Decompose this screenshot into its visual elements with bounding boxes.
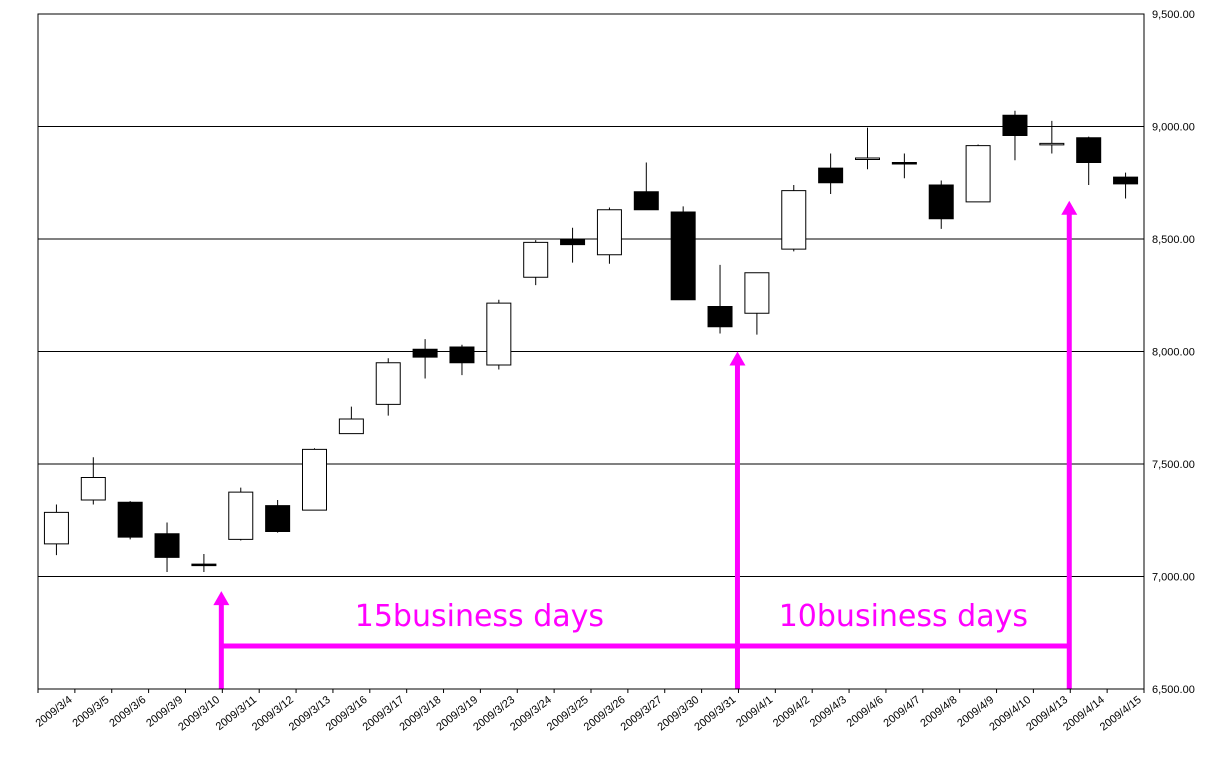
candle-body: [154, 533, 180, 558]
candle-body: [928, 184, 954, 220]
candle-body: [670, 211, 696, 301]
candle: [449, 344, 475, 376]
candle: [375, 358, 401, 416]
x-tick-label: 2009/4/8: [918, 694, 959, 730]
candle: [855, 127, 880, 170]
candle-body: [302, 448, 327, 511]
candle-body: [1076, 137, 1102, 163]
candle: [781, 185, 807, 252]
candle: [338, 406, 364, 435]
candle-body: [486, 302, 512, 366]
candle-body: [117, 501, 143, 538]
annotation-arrow-head: [1061, 200, 1078, 215]
x-tick-label: 2009/4/2: [771, 694, 812, 730]
annotation-arrow-head: [213, 591, 230, 606]
annotation-arrow-head: [729, 351, 746, 366]
candle: [486, 299, 512, 370]
candle: [265, 500, 291, 533]
candle: [670, 206, 696, 301]
candle: [891, 153, 917, 179]
candle: [818, 153, 844, 194]
y-tick-label: 8,000.00: [1152, 347, 1195, 359]
candle: [1076, 136, 1102, 185]
y-tick-label: 8,500.00: [1152, 234, 1195, 246]
candle: [117, 501, 143, 540]
candle: [43, 504, 69, 556]
candle: [1113, 172, 1139, 199]
candle: [596, 207, 622, 264]
candle-body: [191, 563, 217, 567]
candle-body: [265, 505, 291, 532]
gridlines: [38, 126, 1144, 577]
y-tick-label: 9,000.00: [1152, 122, 1195, 134]
x-tick-label: 2009/4/3: [808, 694, 849, 730]
candle-body: [781, 190, 807, 250]
x-tick-label: 2009/3/31: [692, 694, 738, 734]
candle-body: [744, 272, 770, 314]
candle: [633, 162, 659, 211]
candle-body: [1002, 114, 1028, 136]
candle-body: [523, 241, 549, 278]
candle: [928, 180, 954, 229]
candle-body: [965, 145, 991, 203]
candle: [965, 144, 991, 203]
plot-area-border: [37, 13, 1145, 690]
annotation-label: 15business days: [355, 599, 604, 634]
candle-body: [633, 191, 659, 211]
y-tick-label: 6,500.00: [1152, 684, 1195, 696]
candle-body: [228, 491, 254, 540]
candles: [43, 110, 1139, 572]
candle-body: [449, 346, 475, 364]
candle: [523, 240, 549, 286]
y-tick-label: 9,500.00: [1152, 9, 1195, 21]
candle-body: [855, 157, 880, 160]
annotation-label: 10business days: [779, 599, 1028, 634]
candle: [154, 522, 180, 572]
x-tick-label: 2009/3/4: [34, 694, 75, 730]
candle-body: [560, 238, 586, 246]
y-tick-label: 7,000.00: [1152, 572, 1195, 584]
candle-body: [1039, 142, 1065, 146]
x-tick-label: 2009/3/6: [107, 694, 148, 730]
y-axis-tick-labels: 9,500.00 9,000.00 8,500.00 8,000.00 7,500.00…: [1152, 9, 1195, 696]
candle-body: [707, 306, 733, 328]
x-tick-label: 2009/3/10: [176, 694, 222, 734]
candle: [707, 264, 733, 334]
candle: [412, 339, 438, 379]
annotations: 15business days 10business days: [213, 200, 1078, 689]
candle-body: [596, 209, 622, 256]
candle: [228, 487, 254, 541]
candle-body: [375, 362, 401, 405]
candle-body: [818, 167, 844, 184]
x-tick-label: 2009/4/15: [1098, 694, 1144, 734]
x-tick-label: 2009/4/7: [882, 694, 923, 730]
candle-body: [1113, 176, 1139, 185]
candle: [1002, 110, 1028, 161]
candle: [80, 457, 106, 505]
candle: [1039, 120, 1065, 154]
candle: [744, 272, 770, 335]
x-tick-label: 2009/3/5: [70, 694, 111, 730]
x-tick-label: 2009/4/6: [845, 694, 886, 730]
candle-body: [43, 511, 69, 545]
candle-body: [891, 162, 917, 165]
candle: [191, 554, 217, 572]
candle: [302, 448, 327, 511]
candle-body: [80, 477, 106, 501]
x-tick-label: 2009/4/1: [734, 694, 775, 730]
candle-body: [338, 418, 364, 435]
y-tick-label: 7,500.00: [1152, 459, 1195, 471]
candle: [560, 227, 586, 263]
x-axis-tick-labels: 2009/3/42009/3/52009/3/62009/3/92009/3/1…: [34, 689, 1145, 734]
candle-body: [412, 348, 438, 358]
